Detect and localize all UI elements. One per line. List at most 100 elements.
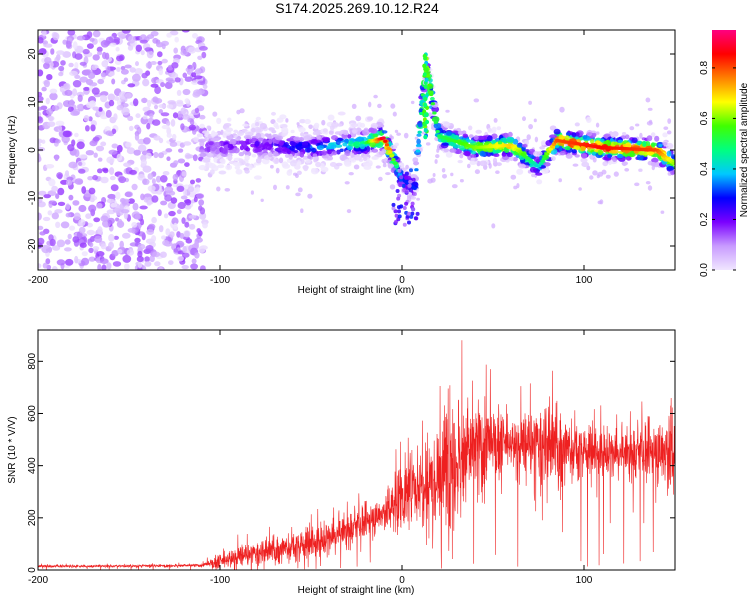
spectrogram-ridge-dot <box>548 147 553 151</box>
spectrogram-ridge-dot <box>433 120 439 124</box>
spectrogram-dot <box>160 112 170 117</box>
spectrogram-dot <box>195 186 200 193</box>
spectrogram-dot <box>167 79 176 84</box>
spectrogram-dot <box>534 136 539 143</box>
spectrogram-x-ticks: -200 -100 0 100 <box>28 30 593 286</box>
spectrogram-dot <box>528 100 532 105</box>
spectrogram-dot <box>172 173 179 181</box>
spectrogram-dot <box>225 127 234 132</box>
spectrogram-dot <box>38 91 43 97</box>
spectrogram-dot <box>76 35 86 41</box>
spectrogram-dot <box>89 37 95 42</box>
spectrogram-dot <box>102 168 109 174</box>
spectrogram-dot <box>595 122 600 128</box>
spectrogram-dot <box>127 228 136 233</box>
spectrogram-dot <box>158 109 163 114</box>
spectrogram-dot <box>102 51 107 60</box>
spectrogram-dot <box>529 166 537 173</box>
spectrogram-dot <box>191 72 197 78</box>
spectrogram-dot <box>51 212 59 220</box>
spectrogram-dot <box>491 223 496 229</box>
spectrogram-dot <box>607 154 613 158</box>
spectrogram-dot <box>154 261 161 267</box>
spectrogram-y-label: Frequency (Hz) <box>7 116 18 185</box>
spectrogram-dot <box>572 163 579 167</box>
spectrogram-dot <box>154 104 158 110</box>
spectrogram-dot <box>219 158 226 163</box>
spectrogram-dot <box>47 115 55 122</box>
spectrogram-dot <box>157 60 163 66</box>
spectrogram-dot <box>134 81 140 86</box>
spectrogram-dot <box>649 119 653 124</box>
spectrogram-dot <box>210 145 217 152</box>
spectrogram-dot <box>120 68 129 75</box>
spectrogram-dot <box>146 122 151 130</box>
spectrogram-dot <box>492 157 498 164</box>
spectrogram-dot <box>194 240 199 249</box>
spectrogram-dot <box>64 89 73 96</box>
spectrogram-dot <box>157 51 163 58</box>
spectrogram-dot <box>187 46 196 54</box>
spectrogram-dot <box>410 100 415 105</box>
spectrogram-dot <box>516 143 524 148</box>
spectrogram-dot <box>549 138 554 143</box>
spectrogram-dot <box>97 157 103 162</box>
spectrogram-dot <box>172 112 179 119</box>
spectrogram-dot <box>581 161 590 168</box>
spectrogram-dot <box>97 264 102 270</box>
spectrogram-dot <box>222 132 227 138</box>
spectrogram-dot <box>54 209 63 214</box>
spectrogram-dot <box>350 152 355 158</box>
spectrogram-dot <box>303 135 311 142</box>
spectrogram-dot <box>86 31 93 39</box>
spectrogram-dot <box>148 223 156 230</box>
spectrogram-dot <box>451 184 458 189</box>
colorbar-gradient <box>712 30 736 270</box>
spectrogram-dot <box>145 62 153 69</box>
spectrogram-dot <box>100 94 108 103</box>
spectrogram-dot <box>166 104 174 109</box>
spectrogram-dot <box>169 30 179 36</box>
spectrogram-dot <box>367 135 372 139</box>
spectrogram-dot <box>49 238 56 247</box>
spectrogram-dot <box>468 125 473 131</box>
spectrogram-dot <box>251 153 257 158</box>
spectrogram-dot <box>242 128 248 132</box>
spectrogram-dot <box>522 116 526 122</box>
spectrogram-dot <box>188 223 196 230</box>
spectrogram-dot <box>68 161 78 169</box>
spectrogram-dot <box>137 174 146 181</box>
spectrogram-dot <box>346 209 352 214</box>
spectrogram-dot <box>233 147 240 154</box>
spectrogram-dot <box>127 35 136 44</box>
spectrogram-dot <box>295 192 301 197</box>
spectrogram-dot <box>216 186 221 192</box>
spectrogram-dot <box>470 157 475 162</box>
spectrogram-dot <box>147 99 152 108</box>
spectrogram-dot <box>236 109 241 115</box>
spectrogram-dot <box>244 169 250 174</box>
spectrogram-dot <box>135 44 142 52</box>
spectrogram-dot <box>42 262 48 269</box>
spectrogram-dot <box>123 211 129 220</box>
spectrogram-dot <box>153 151 159 159</box>
spectrogram-dot <box>162 171 170 176</box>
spectrogram-dot <box>140 97 148 103</box>
spectrogram-dot <box>244 132 253 136</box>
spectrogram-dot <box>321 150 327 156</box>
spectrogram-dot <box>549 125 557 131</box>
spectrogram-dot <box>232 161 241 167</box>
spectrogram-ridge-dot <box>415 149 421 153</box>
spectrogram-dot <box>431 106 440 113</box>
spectrogram-dot <box>284 153 290 158</box>
spectrogram-dot <box>48 178 56 187</box>
spectrogram-dot <box>423 128 428 133</box>
spectrogram-dot <box>639 132 643 139</box>
spectrogram-dot <box>198 199 205 206</box>
spectrogram-dot <box>660 210 665 214</box>
spectrogram-dot <box>66 179 73 186</box>
spectrogram-dot <box>373 94 378 99</box>
spectrogram-dot <box>74 53 83 60</box>
spectrogram-dot <box>586 165 591 171</box>
spectrogram-ridge-dot <box>428 92 434 97</box>
